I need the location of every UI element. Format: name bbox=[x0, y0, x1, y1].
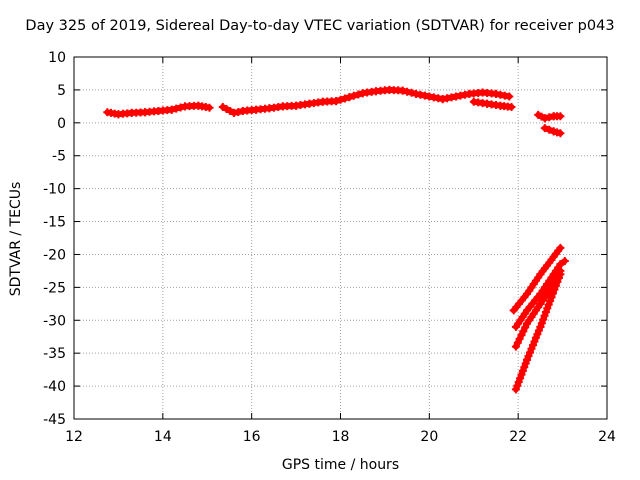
data-segment bbox=[218, 85, 514, 117]
data-point bbox=[354, 90, 363, 99]
y-tick-label: -35 bbox=[43, 346, 66, 362]
data-segment bbox=[511, 270, 565, 394]
y-tick-label: -10 bbox=[43, 182, 66, 198]
data-point bbox=[541, 308, 550, 316]
y-tick-label: 10 bbox=[48, 50, 66, 66]
data-point bbox=[349, 91, 358, 100]
data-point bbox=[544, 300, 553, 309]
data-segment bbox=[511, 257, 569, 331]
y-axis-label: SDTVAR / TECUs bbox=[8, 181, 24, 297]
data-point bbox=[526, 348, 534, 357]
data-point bbox=[507, 103, 516, 111]
data-point bbox=[530, 337, 539, 346]
y-tick-label: -40 bbox=[43, 379, 66, 395]
data-point bbox=[523, 355, 531, 364]
y-tick-label: -15 bbox=[43, 215, 66, 231]
data-point bbox=[205, 103, 214, 112]
data-point bbox=[517, 370, 526, 379]
data-point bbox=[176, 103, 185, 112]
data-point bbox=[403, 87, 412, 96]
x-tick-label: 18 bbox=[332, 429, 350, 445]
data-point bbox=[556, 112, 565, 121]
data-point bbox=[518, 366, 527, 375]
data-point bbox=[560, 257, 569, 265]
data-point bbox=[345, 93, 354, 102]
grid bbox=[74, 57, 607, 419]
data-point bbox=[514, 378, 523, 386]
y-tick-label: 5 bbox=[57, 83, 66, 99]
data-point bbox=[172, 104, 181, 113]
data-point bbox=[533, 330, 542, 339]
data-point bbox=[167, 105, 176, 114]
x-tick-label: 20 bbox=[420, 429, 438, 445]
data-point bbox=[556, 260, 565, 269]
y-tick-label: -5 bbox=[52, 149, 66, 165]
data-series bbox=[103, 85, 569, 394]
y-tick-label: -25 bbox=[43, 280, 66, 296]
data-segment bbox=[511, 266, 565, 351]
data-point bbox=[336, 95, 345, 104]
data-segment bbox=[103, 101, 214, 119]
x-tick-label: 24 bbox=[598, 429, 616, 445]
data-point bbox=[513, 381, 522, 390]
y-tick-label: -30 bbox=[43, 313, 66, 329]
data-segment bbox=[534, 110, 565, 123]
x-tick-label: 12 bbox=[65, 429, 83, 445]
data-point bbox=[407, 88, 416, 97]
data-point bbox=[332, 97, 341, 106]
data-point bbox=[543, 304, 552, 313]
data-point bbox=[547, 293, 556, 302]
data-point bbox=[545, 125, 554, 134]
data-point bbox=[520, 363, 529, 372]
y-tick-label: 0 bbox=[57, 116, 66, 132]
plot-frame bbox=[73, 56, 608, 420]
data-point bbox=[505, 92, 514, 101]
y-tick-label: -45 bbox=[43, 412, 66, 428]
tick-labels: 12 14 16 18 20 22 24 10 5 0 -5 -10 -15 -20 -25 -30 -35 -4… bbox=[43, 50, 616, 445]
data-point bbox=[516, 374, 525, 383]
data-point bbox=[398, 86, 407, 95]
data-point bbox=[536, 322, 545, 331]
data-segment bbox=[540, 124, 565, 138]
data-point bbox=[340, 94, 349, 103]
data-point bbox=[556, 243, 565, 252]
data-point bbox=[539, 315, 548, 324]
data-point bbox=[546, 296, 555, 305]
data-point bbox=[540, 124, 549, 133]
x-tick-label: 14 bbox=[154, 429, 172, 445]
x-axis-label: GPS time / hours bbox=[281, 457, 400, 473]
data-point bbox=[556, 129, 565, 138]
data-point bbox=[537, 319, 546, 328]
data-point bbox=[540, 311, 549, 320]
chart-title: Day 325 of 2019, Sidereal Day-to-day VTE… bbox=[25, 18, 615, 34]
data-point bbox=[511, 385, 520, 394]
data-segment bbox=[509, 243, 565, 315]
x-tick-label: 16 bbox=[243, 429, 261, 445]
data-segment bbox=[469, 97, 516, 111]
x-tick-label: 22 bbox=[509, 429, 527, 445]
y-tick-label: -20 bbox=[43, 247, 66, 263]
data-point bbox=[527, 344, 536, 353]
data-point bbox=[521, 359, 530, 368]
